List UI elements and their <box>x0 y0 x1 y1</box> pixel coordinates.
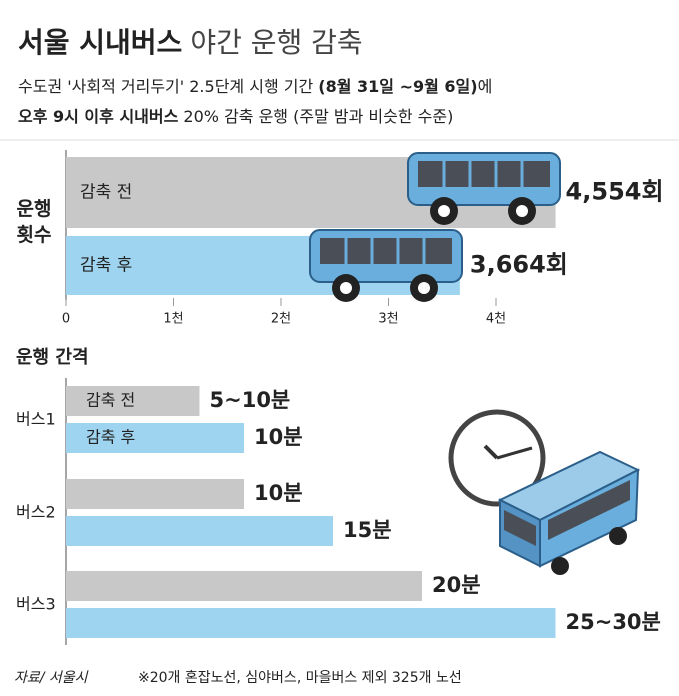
value-label: 5~10분 <box>210 388 291 412</box>
value-label: 3,664회 <box>470 251 568 279</box>
series-label: 감축 전 <box>86 391 135 410</box>
title-strong: 서울 시내버스 <box>18 26 182 59</box>
subtitle-strong: (8월 31일 ~9월 6일) <box>318 77 477 96</box>
category-label: 감축 전 <box>80 183 132 203</box>
value-label: 10분 <box>254 481 303 505</box>
bar <box>66 516 333 546</box>
value-label: 20분 <box>432 573 481 597</box>
x-tick-label: 0 <box>62 312 70 327</box>
title-rest: 야간 운행 감축 <box>190 26 362 59</box>
subtitle-line: 수도권 '사회적 거리두기' 2.5단계 시행 기간 (8월 31일 ~9월 6… <box>18 77 492 96</box>
subtitle-line: 오후 9시 이후 시내버스 20% 감축 운행 (주말 밤과 비슷한 수준) <box>18 107 453 126</box>
value-label: 4,554회 <box>566 178 664 206</box>
subtitle-text: 20% 감축 운행 (주말 밤과 비슷한 수준) <box>178 107 453 126</box>
x-tick-label: 4천 <box>486 312 506 327</box>
source: 자료/ 서울시 <box>14 670 89 686</box>
group-label: 버스1 <box>16 410 56 429</box>
bar <box>66 571 422 601</box>
chart-title: 운행 간격 <box>16 347 89 368</box>
series-label: 감축 후 <box>86 428 135 447</box>
value-label: 15분 <box>343 518 392 542</box>
subtitle-strong: 오후 9시 이후 시내버스 <box>18 107 179 126</box>
bar <box>66 386 200 416</box>
note: ※20개 혼잡노선, 심야버스, 마을버스 제외 325개 노선 <box>138 670 462 686</box>
bus-icon <box>407 152 561 225</box>
bar <box>66 608 556 638</box>
category-label: 감축 후 <box>80 256 132 276</box>
group-label: 버스3 <box>16 595 56 614</box>
subtitle-text: 수도권 '사회적 거리두기' 2.5단계 시행 기간 <box>18 77 318 96</box>
clock-icon <box>448 409 546 507</box>
subtitle-text: 에 <box>478 77 493 96</box>
value-label: 10분 <box>254 425 303 449</box>
group-label: 버스2 <box>16 503 56 522</box>
x-tick-label: 3천 <box>378 312 398 327</box>
bar <box>66 423 244 453</box>
value-label: 25~30분 <box>566 610 661 634</box>
bar <box>66 479 244 509</box>
x-tick-label: 1천 <box>163 312 183 327</box>
bus-icon <box>309 229 463 302</box>
y-axis-label: 운행 횟수 <box>17 198 52 246</box>
x-tick-label: 2천 <box>271 312 291 327</box>
title: 서울 시내버스 야간 운행 감축 <box>18 26 363 59</box>
bus-3d-icon <box>497 450 641 575</box>
